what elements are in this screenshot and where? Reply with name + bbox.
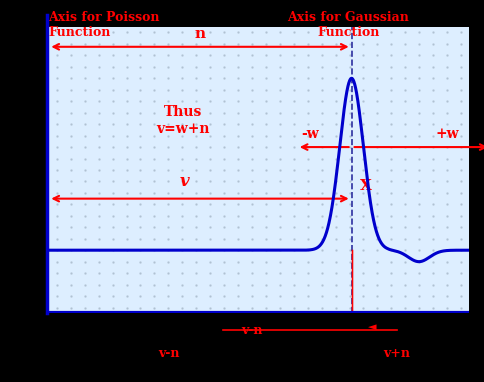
Text: v: v: [180, 173, 190, 190]
Text: ◄: ◄: [368, 322, 377, 332]
Text: Axis for Poisson
Function: Axis for Poisson Function: [48, 11, 160, 39]
Text: n: n: [195, 27, 206, 41]
Text: -w: -w: [301, 127, 319, 141]
Text: Axis for Gaussian
Function: Axis for Gaussian Function: [287, 11, 409, 39]
Text: v-n: v-n: [159, 347, 180, 360]
Text: v-n: v-n: [241, 324, 262, 337]
Text: X: X: [360, 179, 372, 193]
Text: +w: +w: [436, 127, 459, 141]
Text: Thus
v=w+n: Thus v=w+n: [156, 105, 210, 136]
Text: v+n: v+n: [383, 347, 410, 360]
